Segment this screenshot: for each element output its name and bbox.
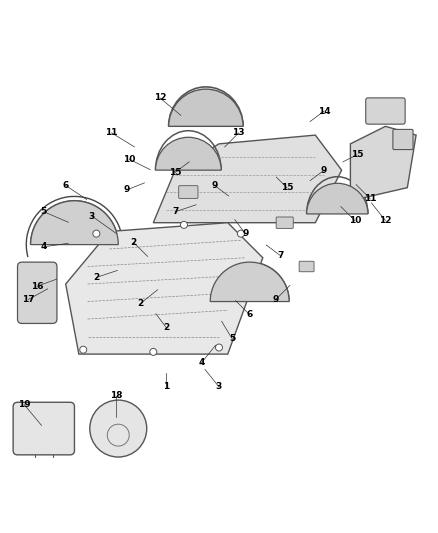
Text: 17: 17	[22, 295, 35, 304]
Text: 12: 12	[379, 216, 392, 225]
Wedge shape	[307, 183, 368, 214]
Text: 2: 2	[163, 324, 170, 332]
Text: 2: 2	[93, 273, 99, 282]
Text: 15: 15	[281, 183, 293, 192]
Text: TAP: TAP	[114, 418, 123, 424]
Text: OIL DRAIN: OIL DRAIN	[33, 426, 54, 430]
PathPatch shape	[66, 223, 263, 354]
Text: 9: 9	[124, 185, 130, 195]
Text: 7: 7	[277, 251, 283, 260]
FancyBboxPatch shape	[366, 98, 405, 124]
Text: 18: 18	[110, 391, 122, 400]
Text: 19: 19	[18, 400, 30, 409]
Text: 1: 1	[163, 383, 170, 391]
Wedge shape	[155, 138, 221, 170]
FancyBboxPatch shape	[276, 217, 293, 229]
Text: 5: 5	[41, 207, 47, 216]
Text: 11: 11	[364, 194, 376, 203]
Text: 16: 16	[31, 282, 43, 290]
Text: 9: 9	[273, 295, 279, 304]
Circle shape	[93, 230, 100, 237]
Wedge shape	[31, 201, 118, 245]
Circle shape	[150, 349, 157, 356]
Circle shape	[80, 346, 87, 353]
Text: 5: 5	[229, 334, 235, 343]
Text: 2: 2	[137, 299, 143, 308]
Text: 7: 7	[172, 207, 178, 216]
Text: 11: 11	[106, 128, 118, 138]
Text: 4: 4	[198, 358, 205, 367]
Text: 3: 3	[89, 212, 95, 221]
Circle shape	[180, 221, 187, 229]
PathPatch shape	[153, 135, 342, 223]
Circle shape	[215, 344, 223, 351]
Text: OIL FILTER: OIL FILTER	[108, 426, 128, 430]
Wedge shape	[169, 89, 243, 126]
Text: 10: 10	[123, 155, 135, 164]
Circle shape	[237, 230, 244, 237]
Text: 10: 10	[349, 216, 361, 225]
FancyBboxPatch shape	[179, 185, 198, 198]
FancyBboxPatch shape	[299, 261, 314, 272]
Text: TAP: TAP	[39, 419, 48, 424]
Text: 15: 15	[351, 150, 363, 159]
Wedge shape	[210, 262, 289, 302]
Circle shape	[90, 400, 147, 457]
Text: 9: 9	[242, 229, 248, 238]
Text: 14: 14	[318, 107, 330, 116]
Text: 15: 15	[169, 168, 181, 177]
Text: 9: 9	[321, 166, 327, 175]
Text: 13: 13	[233, 128, 245, 138]
FancyBboxPatch shape	[13, 402, 74, 455]
PathPatch shape	[350, 126, 416, 201]
Text: 9: 9	[212, 181, 218, 190]
FancyBboxPatch shape	[393, 130, 413, 150]
Text: 2: 2	[131, 238, 137, 247]
Text: 4: 4	[41, 243, 47, 251]
FancyBboxPatch shape	[18, 262, 57, 324]
Text: 3: 3	[216, 383, 222, 391]
Text: 6: 6	[247, 310, 253, 319]
Text: 12: 12	[154, 93, 166, 102]
Text: 6: 6	[63, 181, 69, 190]
